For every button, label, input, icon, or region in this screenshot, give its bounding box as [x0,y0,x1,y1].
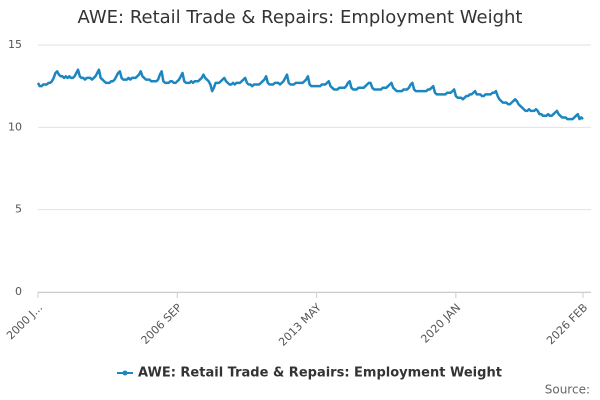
legend-label: AWE: Retail Trade & Repairs: Employment … [138,366,502,381]
x-tick-label: 2026 FEB [544,301,590,347]
y-tick-label: 5 [15,203,22,216]
legend-marker [122,370,128,376]
x-tick-label: 2013 MAY [276,301,324,349]
y-tick-label: 0 [15,285,22,298]
data-line [36,68,584,121]
y-tick-label: 10 [8,120,22,133]
y-tick-label: 15 [8,38,22,51]
x-tick-label: 2000 J... [4,301,45,342]
x-tick-label: 2020 JAN [418,301,463,346]
source: Source: [545,383,590,397]
x-tick-label: 2006 SEP [139,301,185,347]
chart-title: AWE: Retail Trade & Repairs: Employment … [78,7,523,28]
